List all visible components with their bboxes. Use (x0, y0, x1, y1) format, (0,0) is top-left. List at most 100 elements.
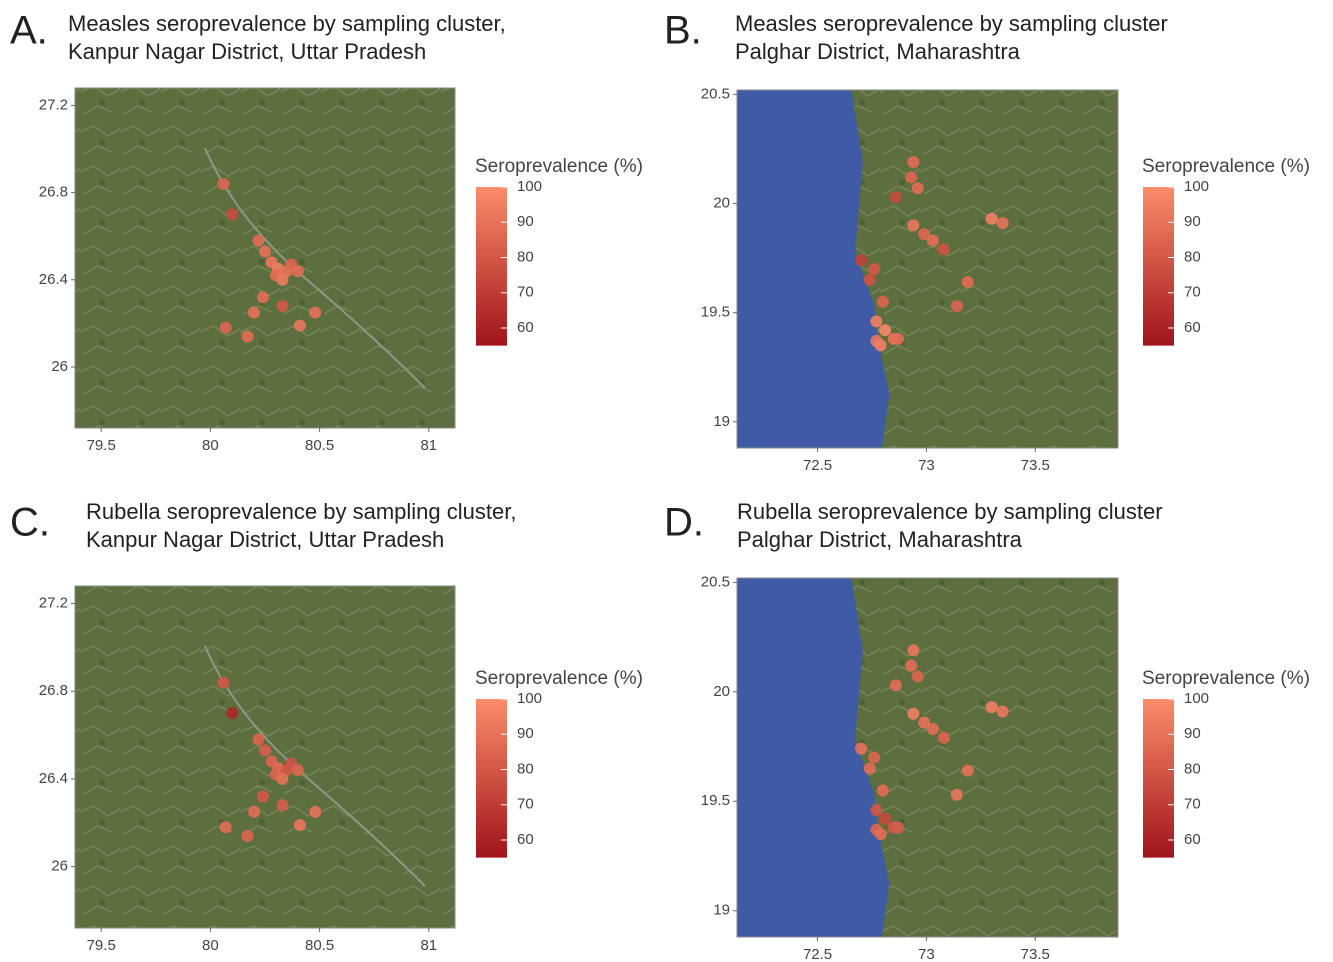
cluster-point (248, 306, 261, 319)
cluster-point (252, 733, 265, 746)
cluster-point (892, 821, 905, 834)
cluster-point (961, 764, 974, 777)
cluster-point (874, 828, 887, 841)
cluster-point (926, 234, 939, 247)
cluster-point (874, 339, 887, 352)
cluster-point (855, 254, 868, 267)
cluster-point (256, 790, 269, 803)
y-tick-label: 20.5 (701, 573, 730, 590)
cluster-point (855, 742, 868, 755)
cluster-point (309, 805, 322, 818)
colorbar-title: Seroprevalence (%) (475, 668, 643, 689)
cluster-point (918, 716, 931, 729)
panel-title: Palghar District, Maharashtra (735, 39, 1021, 64)
colorbar-tick-label: 70 (517, 796, 534, 813)
cluster-point (937, 243, 950, 256)
cluster-point (217, 676, 230, 689)
cluster-point (911, 670, 924, 683)
colorbar-tick-label: 90 (517, 213, 534, 230)
y-tick-label: 20 (713, 683, 730, 700)
colorbar-tick-label: 90 (1184, 725, 1201, 742)
cluster-point (868, 263, 881, 275)
colorbar-tick-label: 70 (1184, 796, 1201, 813)
x-tick-label: 72.5 (803, 457, 832, 474)
cluster-point (879, 812, 892, 825)
basemap (75, 586, 455, 928)
cluster-point (876, 295, 889, 308)
y-tick-label: 26.4 (39, 271, 68, 288)
cluster-point (876, 784, 889, 797)
river (204, 147, 426, 389)
plot-frame (74, 87, 456, 429)
cluster-point (219, 321, 232, 334)
cluster-point (937, 731, 950, 744)
cluster-point (863, 762, 876, 775)
y-tick-label: 26 (51, 358, 68, 375)
x-tick-label: 81 (420, 437, 437, 454)
sea (737, 578, 890, 937)
cluster-point (291, 265, 304, 278)
cluster-point (870, 315, 883, 328)
colorbar-title: Seroprevalence (%) (1142, 668, 1310, 689)
y-tick-label: 19 (713, 902, 730, 919)
panel-title: Measles seroprevalence by sampling clust… (68, 11, 506, 36)
cluster-point (291, 764, 304, 777)
colorbar-tick-label: 100 (517, 178, 542, 195)
cluster-point (248, 805, 261, 818)
colorbar-tick-label: 100 (1184, 178, 1209, 195)
panel-label: D. (664, 501, 704, 545)
cluster-point (907, 707, 920, 720)
x-tick-label: 81 (420, 937, 437, 954)
panel-title: Measles seroprevalence by sampling clust… (735, 11, 1168, 36)
y-tick-label: 19.5 (701, 792, 730, 809)
cluster-point (889, 190, 902, 203)
colorbar-tick-label: 60 (517, 831, 534, 848)
y-tick-label: 26 (51, 858, 68, 875)
cluster-point (276, 772, 289, 785)
panel-label: B. (664, 9, 702, 53)
cluster-point (256, 291, 269, 304)
colorbar-tick-label: 90 (517, 725, 534, 742)
colorbar (476, 699, 507, 858)
colorbar-tick-label: 60 (1184, 831, 1201, 848)
cluster-point (870, 804, 883, 817)
cluster-point (219, 821, 232, 834)
colorbar-tick-label: 100 (1184, 690, 1209, 707)
x-tick-label: 79.5 (87, 437, 116, 454)
x-tick-label: 73.5 (1021, 457, 1050, 474)
cluster-point (276, 273, 289, 286)
panel-title: Palghar District, Maharashtra (737, 527, 1023, 552)
cluster-point (985, 701, 998, 714)
cluster-point (241, 829, 254, 842)
cluster-point (961, 276, 974, 289)
colorbar (1143, 699, 1174, 858)
y-tick-label: 19 (713, 413, 730, 430)
cluster-point (950, 300, 963, 313)
y-tick-label: 20.5 (701, 85, 730, 102)
colorbar-title: Seroprevalence (%) (475, 156, 643, 177)
cluster-point (217, 177, 230, 190)
y-tick-label: 19.5 (701, 304, 730, 321)
cluster-point (905, 171, 918, 184)
cluster-point (907, 644, 920, 657)
cluster-point (252, 234, 265, 247)
cluster-point (996, 705, 1009, 718)
cluster-point (911, 182, 924, 195)
y-tick-label: 26.8 (39, 184, 68, 201)
cluster-point (879, 324, 892, 337)
colorbar-title: Seroprevalence (%) (1142, 156, 1310, 177)
panel: B. Measles seroprevalence by sampling clu… (664, 9, 1310, 474)
cluster-point (892, 332, 905, 345)
cluster-point (889, 679, 902, 692)
plot-frame (736, 89, 1119, 449)
x-tick-label: 80 (202, 437, 219, 454)
y-tick-label: 27.2 (39, 96, 68, 113)
colorbar-tick-label: 90 (1184, 213, 1201, 230)
cluster-point (905, 659, 918, 672)
panel-title: Kanpur Nagar District, Uttar Pradesh (86, 527, 444, 552)
x-tick-label: 73.5 (1021, 946, 1050, 962)
colorbar-tick-label: 80 (1184, 248, 1201, 265)
cluster-point (907, 156, 920, 169)
